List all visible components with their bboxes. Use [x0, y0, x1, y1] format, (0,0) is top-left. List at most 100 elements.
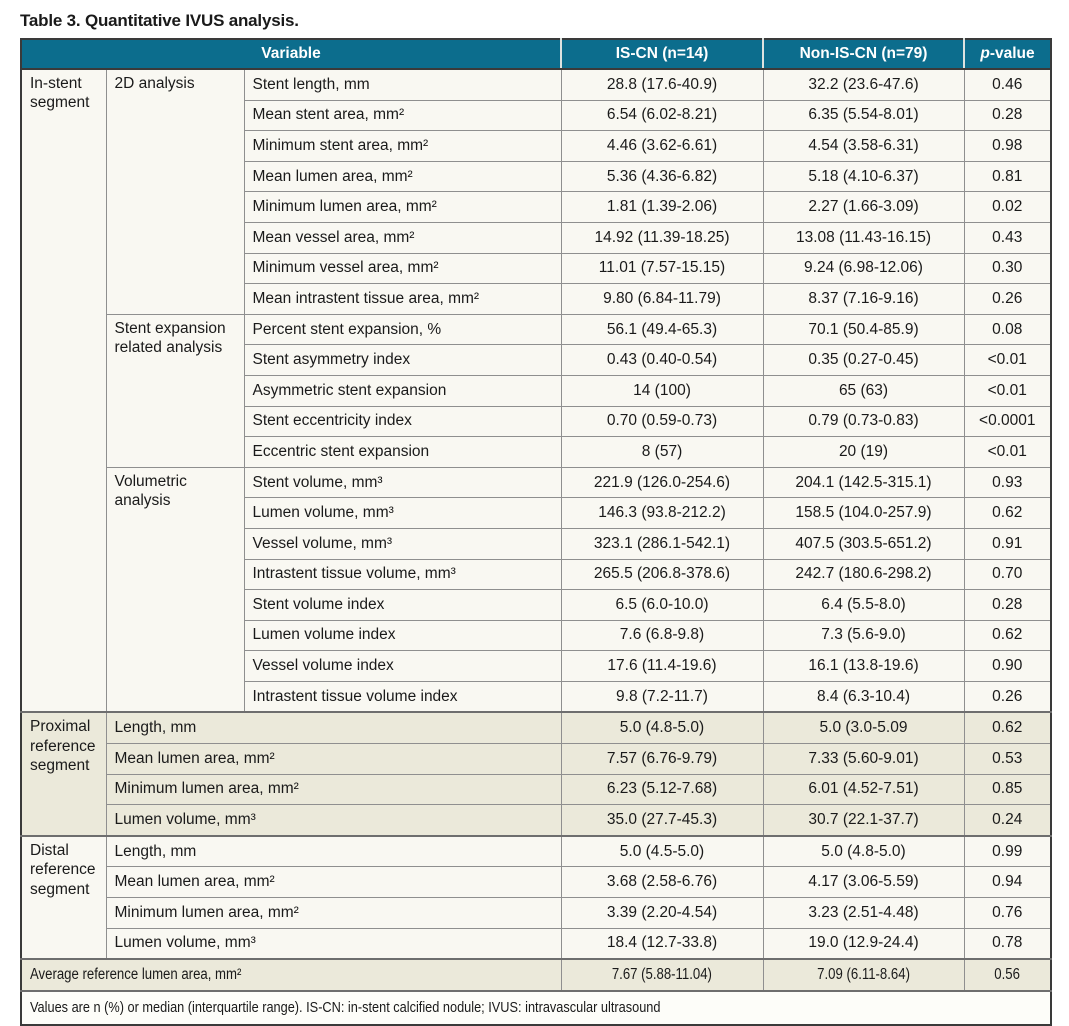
variable-cell-text: Mean lumen area, mm²	[114, 749, 275, 767]
pvalue-cell: 0.85	[963, 773, 1052, 806]
header-iscn: IS-CN (n=14)	[560, 38, 764, 70]
pvalue-cell: 0.30	[963, 252, 1052, 285]
variable-cell-text: Stent asymmetry index	[252, 351, 411, 369]
value-cell-iscn: 146.3 (93.8-212.2)	[560, 497, 764, 529]
category-cell: Proximal reference segment	[20, 711, 107, 837]
value-cell-noniscn-text: 8.4 (6.3-10.4)	[816, 687, 911, 705]
value-cell-iscn-text: 28.8 (17.6-40.9)	[606, 75, 718, 93]
value-cell-noniscn-text: 5.0 (3.0-5.09	[819, 719, 908, 737]
variable-cell: Mean stent area, mm²	[243, 99, 562, 132]
value-cell-iscn: 14.92 (11.39-18.25)	[560, 221, 764, 254]
value-cell-iscn-text: 3.68 (2.58-6.76)	[606, 873, 718, 891]
value-cell-noniscn-text: 19.0 (12.9-24.4)	[808, 934, 919, 952]
pvalue-cell-text: 0.24	[992, 811, 1023, 829]
variable-cell: Minimum lumen area, mm²	[243, 191, 562, 223]
value-cell-noniscn: 8.37 (7.16-9.16)	[762, 283, 965, 315]
value-cell-noniscn: 13.08 (11.43-16.15)	[762, 221, 965, 254]
pvalue-cell: 0.94	[963, 866, 1052, 899]
value-cell-iscn-text: 221.9 (126.0-254.6)	[593, 473, 731, 491]
pvalue-cell-text: <0.01	[987, 442, 1027, 460]
table-footnote: Values are n (%) or median (interquartil…	[20, 989, 1052, 1026]
value-cell-iscn-text: 5.0 (4.8-5.0)	[619, 719, 705, 737]
table-body: In-stent segment 2D analysis Stent length,…	[20, 67, 1052, 992]
value-cell-noniscn-text: 6.4 (5.5-8.0)	[821, 595, 906, 613]
value-cell-noniscn: 2.27 (1.66-3.09)	[762, 191, 965, 223]
pvalue-cell: 0.43	[963, 221, 1052, 254]
variable-cell: Intrastent tissue volume index	[243, 680, 562, 713]
pvalue-cell: 0.02	[963, 191, 1052, 223]
value-cell-iscn: 6.54 (6.02-8.21)	[560, 99, 764, 132]
value-cell-noniscn-text: 32.2 (23.6-47.6)	[808, 75, 919, 93]
pvalue-cell-text: 0.46	[992, 75, 1023, 93]
table-row: Mean lumen area, mm² 7.57 (6.76-9.79) 7.33…	[21, 743, 1052, 775]
value-cell-iscn-text: 3.39 (2.20-4.54)	[606, 903, 718, 921]
subcategory-cell-text: 2D analysis	[114, 75, 195, 92]
variable-cell: Lumen volume, mm³	[243, 497, 562, 529]
variable-cell-text: Minimum lumen area, mm²	[252, 198, 437, 216]
variable-cell-text: Vessel volume index	[252, 657, 394, 675]
value-cell-iscn-text: 56.1 (49.4-65.3)	[606, 320, 718, 338]
pvalue-cell-text: 0.70	[992, 565, 1023, 583]
value-cell-noniscn-text: 158.5 (104.0-257.9)	[795, 504, 932, 522]
header-noniscn: Non-IS-CN (n=79)	[762, 38, 965, 70]
table-row: Stent expansion related analysis Percent …	[21, 313, 1052, 468]
variable-cell-text: Minimum lumen area, mm²	[114, 903, 299, 921]
value-cell-iscn-text: 1.81 (1.39-2.06)	[606, 198, 718, 216]
variable-cell-text: Mean vessel area, mm²	[252, 228, 415, 246]
pvalue-cell: 0.26	[963, 680, 1052, 713]
value-cell-noniscn-text: 6.35 (5.54-8.01)	[808, 106, 919, 124]
value-cell-noniscn-text: 2.27 (1.66-3.09)	[808, 198, 919, 216]
value-cell-noniscn-text: 65 (63)	[838, 381, 889, 399]
value-cell-iscn-text: 6.54 (6.02-8.21)	[606, 106, 718, 124]
value-cell-noniscn: 242.7 (180.6-298.2)	[762, 558, 965, 591]
value-cell-iscn-text: 11.01 (7.57-15.15)	[598, 259, 726, 277]
value-cell-noniscn: 5.18 (4.10-6.37)	[762, 160, 965, 193]
value-cell-noniscn-text: 407.5 (303.5-651.2)	[795, 534, 932, 552]
variable-cell: Vessel volume, mm³	[243, 527, 562, 560]
value-cell-iscn: 1.81 (1.39-2.06)	[560, 191, 764, 223]
table-row: Minimum lumen area, mm² 6.23 (5.12-7.68) 6…	[21, 773, 1052, 806]
value-cell-noniscn: 6.01 (4.52-7.51)	[762, 773, 965, 806]
pvalue-cell-text: 0.26	[992, 289, 1023, 307]
variable-cell-text: Lumen volume index	[252, 626, 396, 644]
table-row: Average reference lumen area, mm² 7.67 (5…	[20, 958, 1052, 992]
value-cell-iscn-text: 35.0 (27.7-45.3)	[606, 811, 718, 829]
pvalue-cell-text: 0.85	[992, 780, 1023, 798]
table-row: Lumen volume, mm³ 18.4 (12.7-33.8) 19.0 (1…	[21, 927, 1052, 960]
variable-cell: Mean lumen area, mm²	[105, 866, 562, 899]
value-cell-noniscn: 8.4 (6.3-10.4)	[762, 680, 965, 713]
value-cell-noniscn-text: 4.54 (3.58-6.31)	[808, 136, 919, 154]
value-cell-noniscn: 204.1 (142.5-315.1)	[762, 466, 965, 499]
pvalue-cell-text: 0.08	[992, 320, 1023, 338]
variable-cell-text: Stent eccentricity index	[252, 412, 412, 430]
value-cell-iscn: 0.43 (0.40-0.54)	[560, 344, 764, 376]
variable-cell-text: Mean lumen area, mm²	[252, 167, 413, 185]
pvalue-cell-text: 0.93	[992, 473, 1023, 491]
pvalue-cell-text: 0.99	[992, 842, 1023, 860]
value-cell-iscn: 7.67 (5.88-11.04)	[560, 958, 764, 992]
variable-cell-text: Minimum vessel area, mm²	[252, 259, 439, 277]
value-cell-iscn: 17.6 (11.4-19.6)	[560, 650, 764, 682]
variable-cell-text: Lumen volume, mm³	[114, 934, 256, 952]
value-cell-iscn: 9.8 (7.2-11.7)	[560, 680, 764, 713]
value-cell-iscn-text: 9.8 (7.2-11.7)	[616, 687, 708, 705]
variable-cell: Lumen volume, mm³	[105, 804, 562, 837]
value-cell-iscn-text: 18.4 (12.7-33.8)	[606, 934, 718, 952]
value-cell-noniscn: 0.35 (0.27-0.45)	[762, 344, 965, 376]
pvalue-cell-text: 0.56	[994, 966, 1021, 984]
variable-cell-text: Lumen volume, mm³	[252, 504, 394, 522]
value-cell-noniscn: 4.54 (3.58-6.31)	[762, 130, 965, 162]
value-cell-noniscn: 16.1 (13.8-19.6)	[762, 650, 965, 682]
variable-cell: Stent length, mm	[243, 67, 562, 101]
pvalue-cell-text: 0.62	[992, 719, 1023, 737]
pvalue-cell-text: 0.90	[992, 657, 1023, 675]
variable-cell: Mean lumen area, mm²	[243, 160, 562, 193]
value-cell-iscn: 323.1 (286.1-542.1)	[560, 527, 764, 560]
table-row: Stent asymmetry index 0.43 (0.40-0.54) 0.3…	[21, 344, 1052, 376]
variable-cell-text: Asymmetric stent expansion	[252, 381, 447, 399]
value-cell-noniscn-text: 7.33 (5.60-9.01)	[808, 749, 919, 767]
table-row: Mean lumen area, mm² 5.36 (4.36-6.82) 5.18…	[21, 160, 1052, 193]
value-cell-iscn: 7.57 (6.76-9.79)	[560, 743, 764, 775]
value-cell-noniscn-text: 13.08 (11.43-16.15)	[795, 228, 931, 246]
value-cell-iscn: 5.36 (4.36-6.82)	[560, 160, 764, 193]
